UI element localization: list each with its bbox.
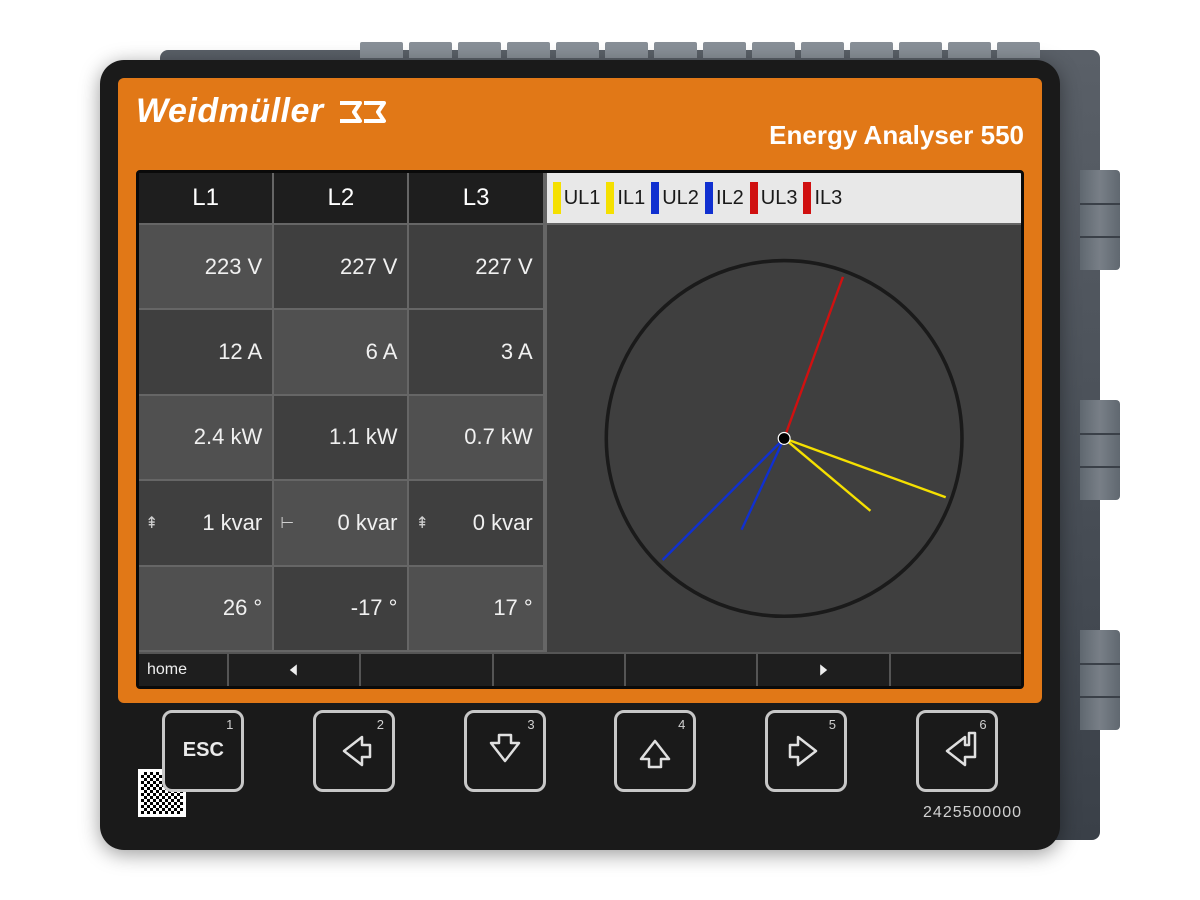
hw-button-down[interactable]: 3 (464, 710, 546, 792)
table-cell: ⇞0 kvar (409, 481, 544, 566)
table-row: 223 V227 V227 V (139, 225, 545, 310)
legend-label: UL3 (761, 187, 798, 210)
col-header-L1: L1 (139, 173, 274, 225)
brand-logo-icon (338, 95, 386, 129)
legend-item: UL3 (750, 182, 798, 214)
legend-item: IL1 (606, 182, 645, 214)
front-panel: Weidmüller Energy Analyser 550 L1 L2 L3 (100, 60, 1060, 850)
col-header-L2: L2 (274, 173, 409, 225)
table-cell: 227 V (409, 225, 544, 310)
nav-home[interactable]: home (139, 654, 229, 686)
table-cell: 26 ° (139, 567, 274, 652)
phasor-panel: UL1 IL1 UL2 IL2 UL3 IL3 (545, 173, 1021, 652)
legend-label: IL1 (617, 187, 645, 210)
side-terminal-2 (1080, 400, 1120, 500)
down-arrow-icon (483, 729, 527, 773)
button-number: 5 (829, 717, 836, 732)
product-name: Energy Analyser 550 (769, 120, 1024, 151)
table-cell: 12 A (139, 310, 274, 395)
orange-bezel: Weidmüller Energy Analyser 550 L1 L2 L3 (118, 78, 1042, 703)
nav-prev[interactable] (229, 654, 361, 686)
legend-item: IL2 (705, 182, 744, 214)
table-cell: 0.7 kW (409, 396, 544, 481)
button-number: 1 (226, 717, 233, 732)
hw-button-up[interactable]: 4 (614, 710, 696, 792)
legend-swatch (553, 182, 561, 214)
right-arrow-icon (784, 729, 828, 773)
nav-next[interactable] (758, 654, 890, 686)
button-number: 3 (527, 717, 534, 732)
table-cell: 3 A (409, 310, 544, 395)
device-photo: Weidmüller Energy Analyser 550 L1 L2 L3 (100, 40, 1100, 860)
enter-arrow-icon (935, 729, 979, 773)
button-label: ESC (183, 739, 224, 762)
top-terminals (360, 42, 1040, 58)
table-cell: 1.1 kW (274, 396, 409, 481)
table-cell: 6 A (274, 310, 409, 395)
table-cell: ⊢0 kvar (274, 481, 409, 566)
table-cell: 17 ° (409, 567, 544, 652)
legend-label: UL2 (662, 187, 699, 210)
side-terminal-1 (1080, 170, 1120, 270)
brand-name: Weidmüller (136, 92, 324, 131)
button-number: 4 (678, 717, 685, 732)
legend-label: UL1 (564, 187, 601, 210)
table-cell: -17 ° (274, 567, 409, 652)
hw-button-enter[interactable]: 6 (916, 710, 998, 792)
legend-swatch (803, 182, 811, 214)
hw-button-esc[interactable]: 1ESC (162, 710, 244, 792)
legend-item: UL1 (553, 182, 601, 214)
up-arrow-icon (633, 729, 677, 773)
table-cell: 227 V (274, 225, 409, 310)
button-number: 6 (979, 717, 986, 732)
part-number: 2425500000 (923, 804, 1022, 822)
screen-body: L1 L2 L3 223 V227 V227 V12 A6 A3 A2.4 kW… (139, 173, 1021, 652)
measurement-table: L1 L2 L3 223 V227 V227 V12 A6 A3 A2.4 kW… (139, 173, 545, 652)
hw-button-right[interactable]: 5 (765, 710, 847, 792)
legend-label: IL3 (814, 187, 842, 210)
lcd-screen: L1 L2 L3 223 V227 V227 V12 A6 A3 A2.4 kW… (136, 170, 1024, 689)
legend-swatch (606, 182, 614, 214)
nav-blank-4 (891, 654, 1021, 686)
table-row: ⇞1 kvar⊢0 kvar⇞0 kvar (139, 481, 545, 566)
table-cell: ⇞1 kvar (139, 481, 274, 566)
legend-swatch (750, 182, 758, 214)
bezel-header: Weidmüller Energy Analyser 550 (136, 92, 1024, 170)
table-cell: 2.4 kW (139, 396, 274, 481)
legend-swatch (705, 182, 713, 214)
legend-label: IL2 (716, 187, 744, 210)
table-cell: 223 V (139, 225, 274, 310)
legend-swatch (651, 182, 659, 214)
legend-item: UL2 (651, 182, 699, 214)
table-row: 2.4 kW1.1 kW0.7 kW (139, 396, 545, 481)
button-number: 2 (377, 717, 384, 732)
table-row: 26 °-17 °17 ° (139, 567, 545, 652)
phasor-diagram (547, 225, 1021, 652)
panel-footer: 2425500000 (118, 799, 1042, 832)
col-header-L3: L3 (409, 173, 544, 225)
nav-blank-1 (361, 654, 493, 686)
side-terminal-3 (1080, 630, 1120, 730)
left-arrow-icon (332, 729, 376, 773)
legend-item: IL3 (803, 182, 842, 214)
phasor-legend: UL1 IL1 UL2 IL2 UL3 IL3 (547, 173, 1021, 225)
nav-blank-3 (626, 654, 758, 686)
nav-blank-2 (494, 654, 626, 686)
table-row: 12 A6 A3 A (139, 310, 545, 395)
hardware-button-row: 1ESC 2 3 4 5 6 (118, 703, 1042, 799)
screen-nav-bar: home (139, 652, 1021, 686)
brand: Weidmüller (136, 92, 386, 131)
table-header-row: L1 L2 L3 (139, 173, 545, 225)
hw-button-left[interactable]: 2 (313, 710, 395, 792)
